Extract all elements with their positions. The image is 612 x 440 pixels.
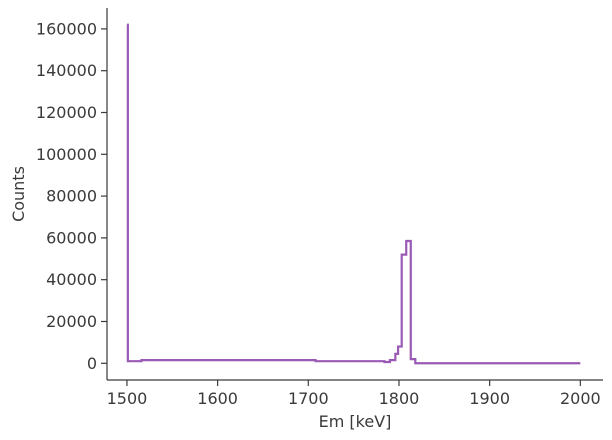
x-tick-label: 1900: [469, 389, 510, 408]
y-tick-label: 80000: [46, 187, 97, 206]
y-tick-label: 0: [87, 354, 97, 373]
y-tick-label: 120000: [36, 103, 97, 122]
x-tick-label: 1600: [197, 389, 238, 408]
x-tick-label: 1800: [379, 389, 420, 408]
y-tick-label: 100000: [36, 145, 97, 164]
x-tick-label: 1700: [288, 389, 329, 408]
x-ticks: 1500 1600 1700 1800 1900 2000: [107, 380, 601, 408]
y-tick-label: 140000: [36, 61, 97, 80]
series-line: [126, 23, 581, 365]
y-tick-label: 60000: [46, 228, 97, 247]
x-tick-label: 1500: [107, 389, 148, 408]
y-tick-label: 40000: [46, 270, 97, 289]
x-tick-label: 2000: [560, 389, 601, 408]
y-tick-label: 160000: [36, 19, 97, 38]
y-axis-title: Counts: [9, 166, 28, 222]
y-tick-label: 20000: [46, 312, 97, 331]
y-ticks: 0 20000 40000 60000 80000 100000 120000 140000 1…: [36, 19, 107, 373]
x-axis-title: Em [keV]: [319, 412, 392, 431]
